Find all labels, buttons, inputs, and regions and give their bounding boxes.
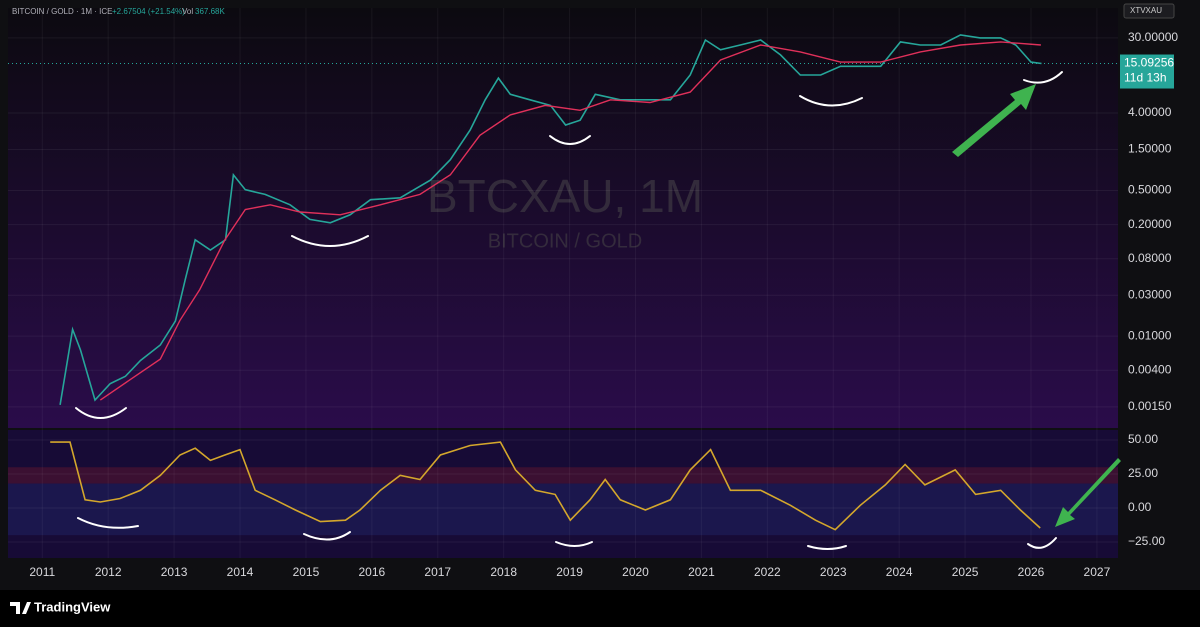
arc	[549, 135, 591, 145]
countdown: 11d 13h	[1124, 71, 1167, 85]
series-line	[50, 441, 1041, 531]
x-tick-label: 2026	[1018, 565, 1045, 579]
vol: 367.68K	[195, 7, 225, 16]
footer	[0, 590, 1200, 627]
y-tick-label: 4.00000	[1128, 105, 1172, 119]
ticker[interactable]: XTVXAU	[1130, 6, 1162, 15]
y-tick-label: 0.00400	[1128, 362, 1172, 376]
ticker-box[interactable]	[1123, 3, 1175, 19]
arrows	[952, 84, 1121, 527]
price-pane	[8, 8, 1118, 428]
arc	[1027, 537, 1057, 549]
series-line	[59, 34, 1042, 406]
plot: 30.00000 4.00000 1.50000 0.50000 0.20000 0.08…	[8, 8, 1178, 579]
x-tick-label: 2011	[29, 565, 55, 579]
arrow	[952, 84, 1036, 157]
y-tick-label: 0.08000	[1128, 251, 1172, 265]
x-tick-label: 2016	[358, 565, 385, 579]
x-tick-label: 2024	[886, 565, 913, 579]
arc	[1023, 71, 1063, 84]
vol-label: Vol	[182, 7, 193, 16]
x-tick-label: 2013	[161, 565, 188, 579]
arc	[303, 531, 351, 541]
x-tick-label: 2025	[952, 565, 979, 579]
x-tick-label: 2022	[754, 565, 781, 579]
symbol: BITCOIN / GOLD · 1M · ICE	[12, 7, 112, 16]
y-tick-label: 0.50000	[1128, 183, 1172, 197]
y-tick-label: 0.03000	[1128, 287, 1172, 301]
upper-band	[8, 467, 1118, 484]
x-tick-label: 2012	[95, 565, 122, 579]
y-tick-label: 30.00000	[1128, 30, 1178, 44]
x-tick-label: 2020	[622, 565, 649, 579]
arc	[75, 407, 127, 419]
x-tick-label: 2017	[424, 565, 451, 579]
y-tick-label: 0.00	[1128, 500, 1152, 514]
series-line	[99, 41, 1041, 401]
annotations	[75, 71, 1063, 550]
x-tick-label: 2019	[556, 565, 583, 579]
y-tick-label: 1.50000	[1128, 142, 1172, 156]
arc	[555, 541, 593, 547]
arc	[799, 95, 863, 107]
x-tick-label: 2014	[227, 565, 254, 579]
change: +2.67504 (+21.54%)	[112, 7, 185, 16]
y-tick-label: 50.00	[1128, 432, 1158, 446]
y-tick-label: 0.00150	[1128, 399, 1172, 413]
x-tick-label: 2021	[688, 565, 715, 579]
x-tick-label: 2018	[490, 565, 517, 579]
last-price: 15.09256	[1124, 56, 1174, 70]
brand: TradingView	[34, 599, 111, 614]
arc	[291, 235, 369, 247]
x-tick-label: 2015	[293, 565, 320, 579]
y-tick-label: −25.00	[1128, 534, 1165, 548]
watermark-title: BTCXAU, 1M	[427, 170, 703, 222]
y-tick-label: 25.00	[1128, 466, 1158, 480]
y-tick-label: 0.01000	[1128, 328, 1172, 342]
arc	[77, 517, 139, 529]
logo	[10, 602, 31, 614]
watermark-subtitle: BITCOIN / GOLD	[488, 230, 642, 252]
arrow	[1055, 458, 1121, 527]
arc	[807, 545, 847, 550]
x-tick-label: 2027	[1084, 565, 1111, 579]
last-price-box	[1120, 54, 1174, 89]
y-tick-label: 0.20000	[1128, 217, 1172, 231]
x-tick-label: 2023	[820, 565, 847, 579]
